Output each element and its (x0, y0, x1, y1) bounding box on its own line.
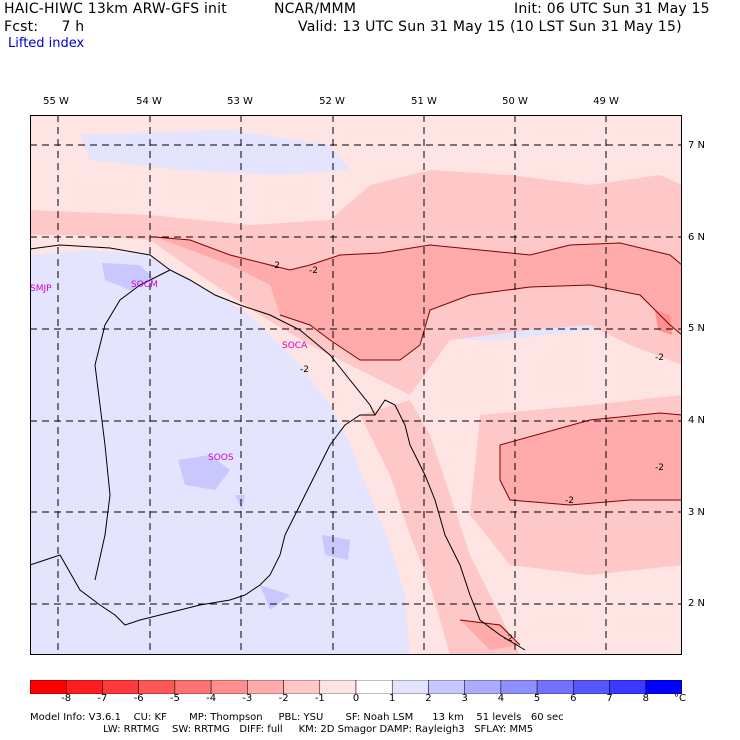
contour-label: -2 (300, 365, 309, 375)
colorbar (30, 680, 682, 694)
colorbar-tick-label: 2 (425, 693, 432, 704)
contour-label: -2 (271, 261, 280, 271)
lat-label-6n: 6 N (688, 232, 706, 243)
contour-label: -2 (655, 463, 664, 473)
colorbar-swatch (464, 680, 502, 694)
lat-label-2n: 2 N (688, 598, 706, 609)
contour-south (459, 619, 521, 646)
model-info-line-2: LW: RRTMG SW: RRTMG DIFF: full KM: 2D Sm… (30, 724, 534, 735)
colorbar-unit: °C (674, 693, 686, 704)
valid-time: Valid: 13 UTC Sun 31 May 15 (10 LST Sun … (298, 19, 682, 35)
colorbar-tick-label: -2 (278, 693, 289, 704)
field-name: Lifted index (8, 36, 85, 51)
positive-li-patch-3 (322, 535, 350, 560)
colorbar-tick-label: -4 (206, 693, 217, 704)
contour-label: -2 (309, 266, 318, 276)
negative-li-band-coast (360, 400, 520, 655)
station-label-soos: SOOS (208, 453, 234, 463)
init-time: Init: 06 UTC Sun 31 May 15 (514, 1, 710, 17)
colorbar-swatch (609, 680, 647, 694)
colorbar-swatch (102, 680, 139, 694)
colorbar-swatch (355, 680, 393, 694)
colorbar-tick-label: 1 (389, 693, 396, 704)
colorbar-tick-label: -5 (169, 693, 180, 704)
colorbar-tick-label: -1 (314, 693, 325, 704)
positive-li-patch-5 (235, 495, 245, 510)
negative-li-core-3 (460, 620, 520, 650)
colorbar-tick-label: 7 (606, 693, 613, 704)
colorbar-tick-label: -6 (133, 693, 144, 704)
contour-label: -2 (565, 496, 574, 506)
lon-label-49w: 49 W (593, 96, 619, 107)
colorbar-swatch (391, 680, 429, 694)
map-frame (30, 115, 682, 655)
station-label-smjp: SMJP (30, 284, 52, 294)
colorbar-swatch (138, 680, 176, 694)
colorbar-swatch (500, 680, 538, 694)
colorbar-swatch (428, 680, 465, 694)
colorbar-tick-label: -8 (61, 693, 72, 704)
contour-label: -2 (655, 353, 664, 363)
station-label-soca: SOCA (282, 341, 308, 351)
contour-east (499, 412, 682, 506)
colorbar-swatch (283, 680, 321, 694)
model-info-line-1: Model Info: V3.6.1 CU: KF MP: Thompson P… (30, 712, 564, 723)
lon-label-53w: 53 W (227, 96, 253, 107)
coastline (30, 244, 526, 651)
contour-north (154, 236, 682, 271)
colorbar-tick-label: -3 (242, 693, 253, 704)
colorbar-swatch (536, 680, 574, 694)
lon-label-51w: 51 W (411, 96, 437, 107)
contour-labels: -2 -2 -2 -2 -2 -2 -2 (271, 261, 664, 644)
colorbar-swatch (174, 680, 212, 694)
border-west (30, 414, 375, 626)
colorbar-swatch (645, 680, 682, 694)
colorbar-swatch (30, 680, 67, 694)
colorbar-tick-label: 8 (642, 693, 649, 704)
colorbar-tick-label: -7 (97, 693, 108, 704)
positive-li-north (80, 130, 350, 175)
contour-label: -2 (504, 634, 513, 644)
colorbar-tick-label: 6 (570, 693, 577, 704)
lifted-index-map: -2 -2 -2 -2 -2 -2 -2 (30, 115, 682, 655)
colorbar-swatch (573, 680, 610, 694)
negative-li-core-1 (155, 237, 682, 360)
positive-li-patch-2 (178, 455, 230, 490)
forecast-hour: Fcst: 7 h (4, 19, 85, 35)
model-title: HAIC-HIWC 13km ARW-GFS init (4, 1, 227, 17)
lon-label-54w: 54 W (136, 96, 162, 107)
positive-li-region (30, 250, 410, 655)
lon-label-55w: 55 W (43, 96, 69, 107)
colorbar-swatch (247, 680, 284, 694)
colorbar-tick-label: 4 (497, 693, 505, 704)
lon-label-52w: 52 W (319, 96, 345, 107)
colorbar-swatch (65, 680, 103, 694)
colorbar-swatch (210, 680, 248, 694)
negative-li-core-2 (500, 413, 682, 505)
border-suriname (94, 269, 171, 581)
org-label: NCAR/MMM (274, 1, 357, 17)
colorbar-swatch (319, 680, 357, 694)
colorbar-tick-label: 3 (461, 693, 468, 704)
lat-label-4n: 4 N (688, 415, 706, 426)
minus-2-contours (154, 236, 682, 646)
coastlines-borders (30, 244, 526, 651)
lat-label-5n: 5 N (688, 323, 706, 334)
positive-li-patch-4 (260, 585, 290, 610)
station-label-socm: SOCM (131, 280, 158, 290)
colorbar-tick-label: 5 (533, 693, 541, 704)
lat-lon-grid (30, 115, 682, 655)
lat-label-3n: 3 N (688, 507, 706, 518)
colorbar-tick-label: 0 (352, 693, 360, 704)
lat-label-7n: 7 N (688, 140, 706, 151)
contour-north-lower (279, 284, 682, 361)
lon-label-50w: 50 W (502, 96, 528, 107)
positive-li-patch-1 (102, 263, 155, 290)
